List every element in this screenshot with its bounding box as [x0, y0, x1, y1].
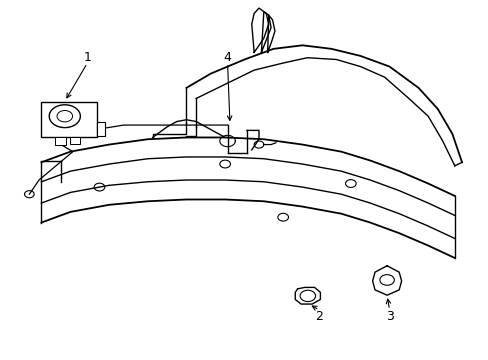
Bar [55, 137, 66, 145]
Text: 2: 2 [315, 310, 323, 323]
Bar [70, 137, 80, 144]
Text: 1: 1 [83, 51, 91, 64]
Text: 4: 4 [223, 51, 231, 64]
Bar [97, 122, 105, 136]
Text: 3: 3 [385, 310, 393, 323]
Bar [41, 102, 97, 138]
